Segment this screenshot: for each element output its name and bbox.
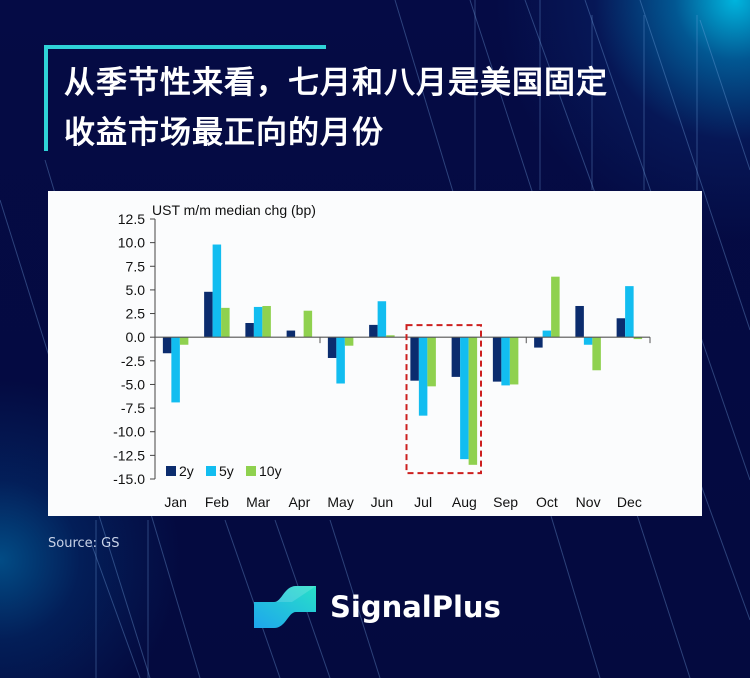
y-tick-label: 10.0 <box>118 235 145 251</box>
highlight-dashed-box <box>405 324 482 475</box>
bar-5y-jun <box>377 301 387 338</box>
bar-2y-feb <box>204 291 213 338</box>
bar-5y-jul <box>418 337 428 416</box>
bar-5y-may <box>336 337 345 384</box>
bar-chart: UST m/m median chg (bp) 12.5 10.0 7.5 5.0 2.5… <box>113 202 651 510</box>
bar-5y-feb <box>212 244 222 338</box>
bar-2y-jun <box>369 324 378 338</box>
bar-2y-mar <box>245 323 254 338</box>
x-tick-label: Sep <box>493 494 518 510</box>
y-tick-label: -5.0 <box>121 376 145 392</box>
x-tick-label: Nov <box>576 494 601 510</box>
bar-10y-apr <box>303 310 313 338</box>
title-accent-frame <box>44 45 326 151</box>
y-tick-label: 7.5 <box>126 258 146 274</box>
legend-label-2y: 2y <box>179 463 194 479</box>
bar-5y-mar <box>253 306 263 338</box>
source-note: Source: GS <box>48 536 120 551</box>
title-line-1: 从季节性来看，七月和八月是美国固定 <box>64 65 608 101</box>
y-tick-label: -15.0 <box>113 471 145 487</box>
bar-10y-may <box>344 337 354 346</box>
y-tick-label: 2.5 <box>126 306 146 322</box>
page-title: 从季节性来看，七月和八月是美国固定 收益市场最正向的月份 <box>64 58 704 158</box>
bar-2y-sep <box>492 337 502 382</box>
bar-2y-dec <box>616 318 626 338</box>
legend-label-10y: 10y <box>259 463 282 479</box>
bar-10y-feb <box>221 307 230 338</box>
bar-5y-jan <box>171 337 180 403</box>
bar-2y-nov <box>575 305 584 338</box>
y-tick-label: -10.0 <box>113 424 145 440</box>
chart-title: UST m/m median chg (bp) <box>152 202 316 218</box>
bar-2y-aug <box>451 337 461 377</box>
bar-2y-may <box>327 337 337 358</box>
title-line-2: 收益市场最正向的月份 <box>64 115 384 151</box>
x-tick-label: May <box>327 494 353 510</box>
chart-card: UST m/m median chg (bp) 12.5 10.0 7.5 5.0 2.5… <box>48 191 702 516</box>
x-tick-label: Jun <box>371 494 394 510</box>
y-tick-label: -7.5 <box>121 400 145 416</box>
bar-2y-jan <box>162 337 172 354</box>
legend-label-5y: 5y <box>219 463 234 479</box>
bar-2y-apr <box>286 330 296 338</box>
bar-5y-dec <box>625 286 634 338</box>
bar-5y-aug <box>460 337 469 460</box>
y-tick-label: -12.5 <box>113 447 145 463</box>
x-tick-label: Feb <box>205 494 229 510</box>
x-tick-label: Oct <box>536 494 558 510</box>
bar-10y-jun <box>386 335 395 338</box>
bar-10y-mar <box>262 305 271 338</box>
bar-5y-nov <box>583 337 593 345</box>
y-tick-label: -2.5 <box>121 353 145 369</box>
bar-10y-aug <box>468 337 478 465</box>
bar-10y-sep <box>509 337 519 385</box>
bar-10y-oct <box>551 276 560 338</box>
signalplus-logo-icon <box>254 586 316 628</box>
bar-10y-dec <box>633 337 643 340</box>
x-tick-label: Mar <box>246 494 270 510</box>
bar-5y-sep <box>501 337 510 386</box>
x-tick-label: Jul <box>414 494 432 510</box>
x-tick-label: Aug <box>452 494 477 510</box>
bar-10y-nov <box>592 337 601 371</box>
bar-2y-jul <box>410 337 419 381</box>
legend-swatch-5y <box>206 466 216 476</box>
legend-swatch-2y <box>166 466 176 476</box>
x-tick-label: Dec <box>617 494 642 510</box>
bar-10y-jan <box>179 337 189 345</box>
y-tick-label: 12.5 <box>118 211 145 227</box>
x-tick-label: Jan <box>164 494 187 510</box>
y-tick-label: 5.0 <box>126 282 146 298</box>
bar-10y-jul <box>427 337 436 387</box>
bar-5y-oct <box>542 330 552 338</box>
brand-logo: SignalPlus <box>252 582 501 632</box>
legend-swatch-10y <box>246 466 256 476</box>
bar-2y-oct <box>534 337 543 348</box>
y-tick-label: 0.0 <box>126 329 146 345</box>
brand-name: SignalPlus <box>330 590 501 624</box>
x-tick-label: Apr <box>288 494 310 510</box>
